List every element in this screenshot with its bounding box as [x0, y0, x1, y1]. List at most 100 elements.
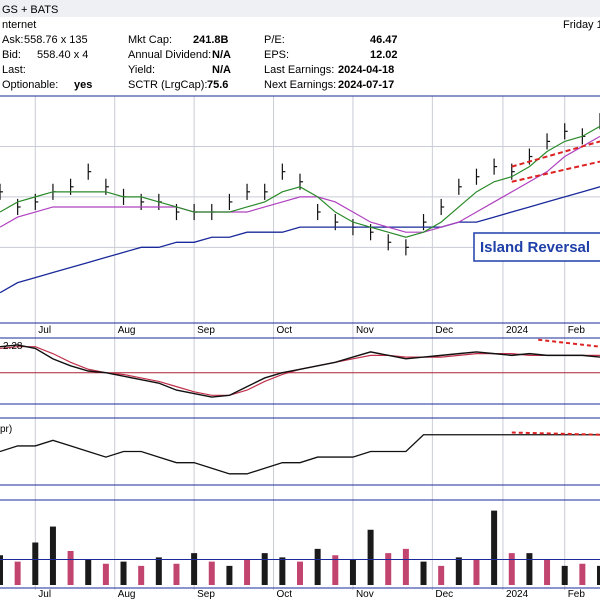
volume-bar: [49, 526, 56, 585]
x-tick-label-bottom: 2024: [506, 589, 529, 600]
volume-bar: [438, 565, 445, 585]
ask-label: Ask:: [2, 34, 23, 46]
volume-bar: [367, 529, 374, 585]
trendline-upper: [511, 160, 600, 183]
macd-panel: [0, 338, 600, 398]
yield-label: Yield:: [128, 64, 155, 76]
volume-bar: [120, 561, 127, 585]
volume-bar: [491, 510, 498, 585]
macd-line: [0, 344, 600, 398]
volume-bar: [32, 542, 39, 585]
dividend-label: Annual Dividend:: [128, 49, 211, 61]
roc-label: pr): [0, 424, 12, 435]
volume-bar: [544, 559, 551, 585]
volume-bar: [508, 553, 515, 585]
x-tick-label: Sep: [197, 325, 215, 336]
macd-label: 2.28: [3, 341, 23, 352]
mktcap-value: 241.8B: [193, 34, 229, 46]
grid-layer: [0, 95, 600, 590]
x-tick-label-bottom: Sep: [197, 589, 215, 600]
last-label: Last:: [2, 64, 26, 76]
roc-panel: [0, 431, 600, 475]
x-axis-labels: Jul Jul Aug Aug Sep Sep Oct Oct Nov Nov Dec Dec 2024…: [38, 325, 585, 600]
roc-trendline: [511, 431, 600, 436]
volume-bar: [385, 553, 392, 585]
volume-bar: [226, 565, 233, 585]
volume-bar: [526, 553, 533, 585]
header-exchange: nternet: [2, 19, 36, 31]
ask-value: 558.76 x 135: [24, 34, 88, 46]
last-earnings-value: 2024-04-18: [338, 64, 394, 76]
quote-block: Ask: 558.76 x 135 Bid: 558.40 x 4 Last: …: [2, 34, 398, 91]
macd-trendline: [538, 338, 600, 348]
volume-bar: [138, 565, 145, 585]
volume-bar: [14, 561, 21, 585]
volume-bar: [349, 559, 356, 585]
x-tick-label: Jul: [38, 325, 51, 336]
header-strip: [0, 0, 600, 17]
next-earnings-value: 2024-07-17: [338, 79, 394, 91]
volume-bar: [579, 563, 586, 585]
volume-bar: [173, 563, 180, 585]
annotation-box: [473, 232, 600, 262]
x-tick-label: 2024: [506, 325, 529, 336]
mktcap-label: Mkt Cap:: [128, 34, 172, 46]
optionable-value: yes: [74, 79, 92, 91]
volume-bar: [597, 565, 600, 585]
bid-label: Bid:: [2, 49, 21, 61]
x-tick-label: Oct: [277, 325, 293, 336]
pe-label: P/E:: [264, 34, 285, 46]
x-tick-label: Dec: [435, 325, 453, 336]
volume-bar: [85, 559, 92, 585]
yield-value: N/A: [212, 64, 231, 76]
x-tick-label-bottom: Dec: [435, 589, 453, 600]
sctr-label: SCTR (LrgCap):: [128, 79, 207, 91]
volume-panel: [0, 510, 600, 585]
volume-bar: [67, 551, 74, 585]
ma-short-line: [0, 125, 600, 238]
next-earnings-label: Next Earnings:: [264, 79, 336, 91]
volume-bar: [244, 559, 251, 585]
volume-bar: [279, 557, 286, 585]
volume-bar: [332, 555, 339, 585]
pe-value: 46.47: [370, 34, 398, 46]
x-tick-label-bottom: Aug: [118, 589, 136, 600]
header-title: GS + BATS: [2, 4, 58, 16]
ma-long-line: [0, 186, 600, 294]
volume-bar: [314, 548, 321, 585]
dividend-value: N/A: [212, 49, 231, 61]
eps-label: EPS:: [264, 49, 289, 61]
annotation-text: Island Reversal: [480, 239, 590, 256]
volume-bar: [473, 559, 480, 585]
header-day: Friday 1: [563, 19, 600, 31]
ma-mid-line: [0, 135, 600, 233]
volume-bar: [0, 555, 3, 585]
eps-value: 12.02: [370, 49, 398, 61]
volume-bar: [297, 561, 303, 585]
volume-bar: [102, 563, 109, 585]
x-tick-label-bottom: Nov: [356, 589, 374, 600]
last-earnings-label: Last Earnings:: [264, 64, 334, 76]
price-panel: [0, 113, 600, 294]
sctr-value: 75.6: [207, 79, 228, 91]
volume-bar: [155, 557, 162, 585]
x-tick-label-bottom: Jul: [38, 589, 51, 600]
x-tick-label-bottom: Oct: [277, 589, 293, 600]
volume-bar: [420, 561, 427, 585]
volume-bar: [455, 557, 462, 585]
optionable-label: Optionable:: [2, 79, 58, 91]
volume-bar: [402, 548, 409, 585]
trendline-lower: [511, 140, 600, 168]
x-tick-label: Feb: [568, 325, 586, 336]
x-tick-label: Nov: [356, 325, 374, 336]
volume-bar: [261, 553, 268, 585]
volume-bar: [191, 553, 198, 585]
volume-bar: [208, 561, 215, 585]
volume-bar: [561, 565, 568, 585]
roc-line: [0, 434, 600, 475]
bid-value: 558.40 x 4: [37, 49, 88, 61]
x-tick-label-bottom: Feb: [568, 589, 586, 600]
x-tick-label: Aug: [118, 325, 136, 336]
